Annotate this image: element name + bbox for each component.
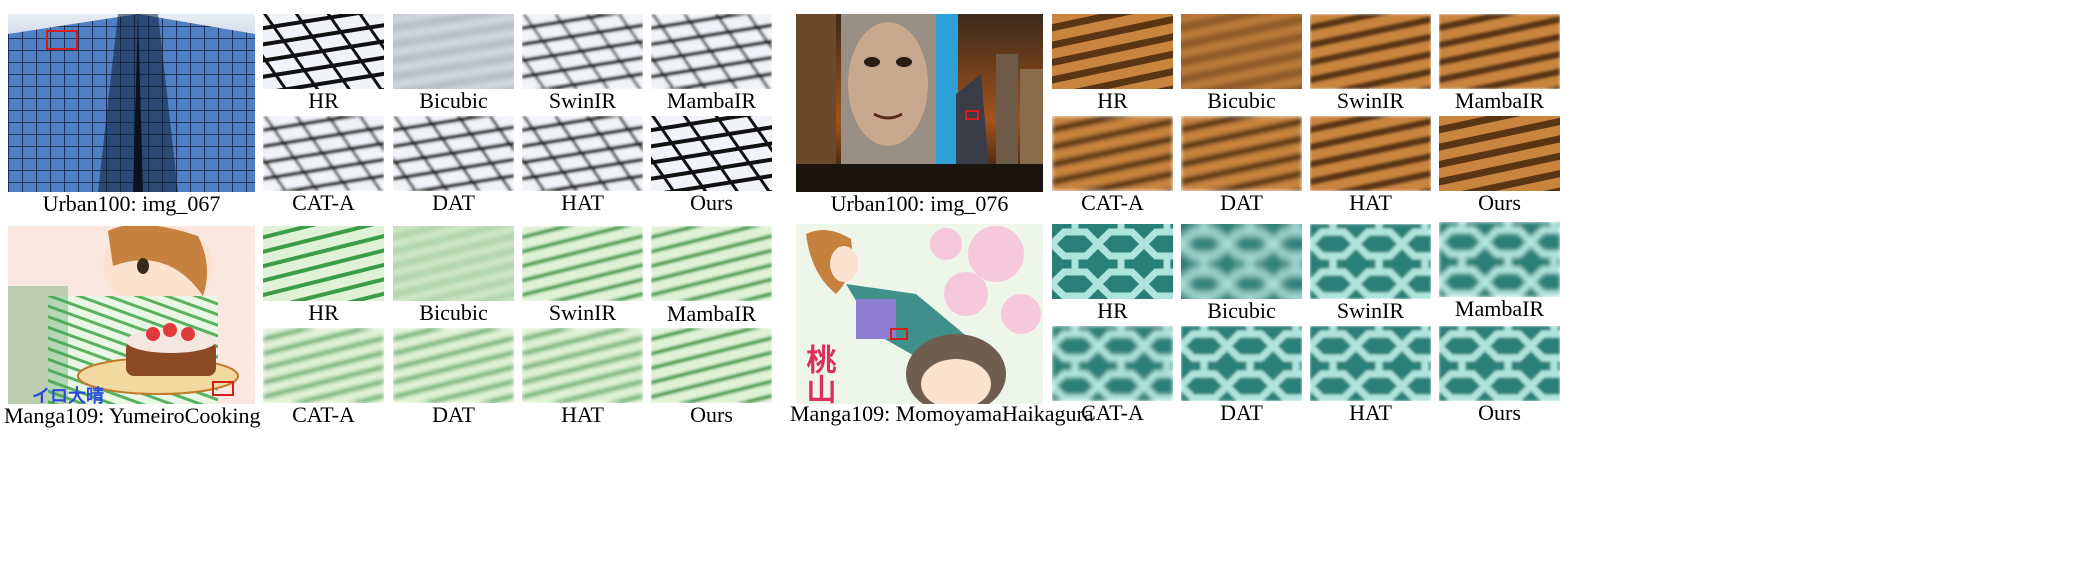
full-image-urban-img076 xyxy=(796,14,1043,192)
crop-label: SwinIR xyxy=(1336,88,1405,113)
crop-swinir xyxy=(522,226,643,301)
crop-swinir xyxy=(1310,224,1431,299)
crop-bicubic xyxy=(393,226,514,301)
crop-label: SwinIR xyxy=(548,300,617,325)
crop-label: MambaIR xyxy=(666,88,757,113)
crop-label: HAT xyxy=(1349,190,1392,215)
crop-label: CAT-A xyxy=(292,402,355,427)
crop-label: DAT xyxy=(432,402,475,427)
crop-label: HR xyxy=(308,88,339,113)
crop-label: HAT xyxy=(561,190,604,215)
crop-label: Ours xyxy=(1478,190,1521,215)
full-image-manga-momoyamahaikagura: 桃山灰 xyxy=(796,224,1043,404)
crop-hat xyxy=(522,116,643,191)
crop-label: HAT xyxy=(561,402,604,427)
roi-box xyxy=(890,328,908,340)
crop-bicubic xyxy=(393,14,514,89)
crop-dat xyxy=(393,116,514,191)
full-image-caption: Urban100: img_067 xyxy=(42,191,221,216)
crop-mambair xyxy=(651,14,772,89)
crop-hr xyxy=(1052,224,1173,299)
crop-ours xyxy=(651,328,772,403)
roi-box xyxy=(965,110,979,120)
crop-mambair xyxy=(1439,14,1560,89)
crop-label: DAT xyxy=(432,190,475,215)
crop-label: MambaIR xyxy=(666,301,757,326)
crop-hr xyxy=(263,226,384,301)
crop-label: HAT xyxy=(1349,400,1392,425)
full-image-urban-img067 xyxy=(8,14,255,192)
crop-bicubic xyxy=(1181,224,1302,299)
crop-dat xyxy=(1181,116,1302,191)
crop-mambair xyxy=(651,226,772,301)
crop-label: CAT-A xyxy=(1081,190,1144,215)
crop-label: Bicubic xyxy=(1207,298,1276,323)
crop-label: CAT-A xyxy=(1081,400,1144,425)
crop-ours xyxy=(1439,116,1560,191)
full-image-caption: Manga109: MomoyamaHaikagura xyxy=(790,401,1094,426)
crop-label: SwinIR xyxy=(548,88,617,113)
crop-mambair xyxy=(1439,222,1560,297)
crop-ours xyxy=(1439,326,1560,401)
crop-cat-a xyxy=(1052,116,1173,191)
manga-overlay-text: イロ大晴 xyxy=(32,385,104,404)
crop-label: MambaIR xyxy=(1454,296,1545,321)
crop-label: Ours xyxy=(690,402,733,427)
crop-label: HR xyxy=(308,300,339,325)
crop-cat-a xyxy=(263,116,384,191)
full-image-caption: Manga109: YumeiroCooking xyxy=(4,403,261,428)
crop-label: SwinIR xyxy=(1336,298,1405,323)
crop-label: DAT xyxy=(1220,400,1263,425)
crop-dat xyxy=(393,328,514,403)
roi-box xyxy=(46,30,78,50)
crop-label: HR xyxy=(1097,298,1128,323)
full-image-caption: Urban100: img_076 xyxy=(830,191,1009,216)
crop-label: Ours xyxy=(690,190,733,215)
crop-hr xyxy=(1052,14,1173,89)
crop-cat-a xyxy=(263,328,384,403)
crop-hat xyxy=(1310,116,1431,191)
roi-box xyxy=(212,381,234,396)
crop-label: Bicubic xyxy=(419,300,488,325)
crop-label: CAT-A xyxy=(292,190,355,215)
crop-dat xyxy=(1181,326,1302,401)
crop-hat xyxy=(522,328,643,403)
crop-bicubic xyxy=(1181,14,1302,89)
crop-label: Bicubic xyxy=(1207,88,1276,113)
crop-label: Ours xyxy=(1478,400,1521,425)
crop-ours xyxy=(651,116,772,191)
crop-hr xyxy=(263,14,384,89)
full-image-manga-yumeirocooking: イロ大晴 xyxy=(8,226,255,404)
crop-label: MambaIR xyxy=(1454,88,1545,113)
crop-swinir xyxy=(522,14,643,89)
crop-label: DAT xyxy=(1220,190,1263,215)
crop-cat-a xyxy=(1052,326,1173,401)
crop-swinir xyxy=(1310,14,1431,89)
crop-label: Bicubic xyxy=(419,88,488,113)
crop-hat xyxy=(1310,326,1431,401)
crop-label: HR xyxy=(1097,88,1128,113)
manga-overlay-text: 桃山灰 xyxy=(801,344,837,404)
